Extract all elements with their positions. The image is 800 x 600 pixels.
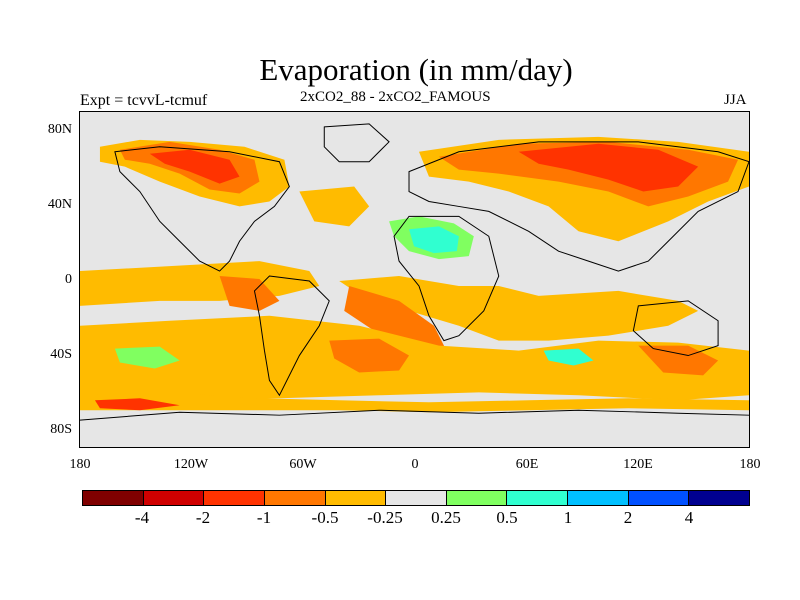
colorbar-label: -0.5: [311, 508, 339, 527]
lat-tick: 80N: [47, 122, 72, 137]
lon-tick: 0: [411, 457, 419, 472]
field-patch: [329, 338, 410, 373]
colorbar-label: -0.25: [367, 508, 403, 527]
season-label: JJA: [724, 92, 747, 108]
colorbar-swatch: [83, 491, 144, 505]
colorbar-swatch: [689, 491, 750, 505]
colorbar-label: -4: [134, 508, 150, 527]
map-canvas: [80, 123, 749, 421]
colorbar-label: 4: [684, 508, 694, 527]
field-patch: [299, 186, 370, 227]
colorbar-label: 1: [563, 508, 573, 527]
field-patch: [638, 345, 719, 376]
field-patch: [409, 226, 459, 254]
lon-tick: 120W: [173, 457, 209, 472]
field-patch: [94, 398, 180, 411]
coastline-north-america: [114, 146, 290, 272]
field-patch: [80, 315, 749, 401]
colorbar-label: -1: [256, 508, 272, 527]
colorbar-swatch: [325, 491, 387, 505]
evaporation-map: [79, 111, 750, 448]
coastline-antarctica: [80, 409, 749, 421]
colorbar-label: -2: [195, 508, 211, 527]
lon-tick: 60W: [289, 457, 317, 472]
experiment-label: Expt = tcvvL-tcmuf: [80, 92, 208, 109]
lon-tick: 180: [69, 457, 91, 472]
colorbar-swatch: [143, 491, 205, 505]
field-patch: [149, 149, 240, 184]
lon-tick: 60E: [515, 457, 539, 472]
colorbar: [82, 490, 750, 506]
field-patch: [543, 348, 594, 366]
colorbar-label: 0.25: [431, 508, 461, 527]
colorbar-swatch: [204, 491, 265, 505]
colorbar-swatch: [628, 491, 690, 505]
comparison-label: 2xCO2_88 - 2xCO2_FAMOUS: [300, 89, 491, 105]
field-patch: [80, 393, 749, 413]
coastline-greenland: [323, 123, 390, 163]
coastline-south-america: [253, 275, 330, 397]
field-patch: [114, 346, 180, 369]
colorbar-swatch: [386, 491, 447, 505]
field-patch: [344, 285, 449, 356]
chart-title: Evaporation (in mm/day): [259, 52, 573, 87]
coastlines: [80, 123, 749, 421]
colorbar-swatch: [568, 491, 629, 505]
lon-tick: 120E: [623, 457, 653, 472]
lat-tick: 40S: [50, 347, 72, 362]
field-patch: [80, 261, 320, 306]
coastline-europe-asia: [408, 141, 749, 272]
lat-tick: 0: [65, 272, 72, 287]
lat-tick: 80S: [50, 422, 72, 437]
colorbar-swatch: [264, 491, 326, 505]
coastline-africa: [393, 215, 500, 342]
colorbar-label: 0.5: [496, 508, 518, 527]
field-patch: [219, 276, 280, 311]
colorbar-swatch: [507, 491, 569, 505]
lat-tick: 40N: [47, 197, 72, 212]
field-patch: [339, 276, 699, 341]
colorbar-swatch: [446, 491, 508, 505]
colorbar-label: 2: [623, 508, 633, 527]
lon-tick: 180: [739, 457, 761, 472]
field-patch: [518, 143, 699, 192]
coastline-australia: [632, 300, 719, 357]
